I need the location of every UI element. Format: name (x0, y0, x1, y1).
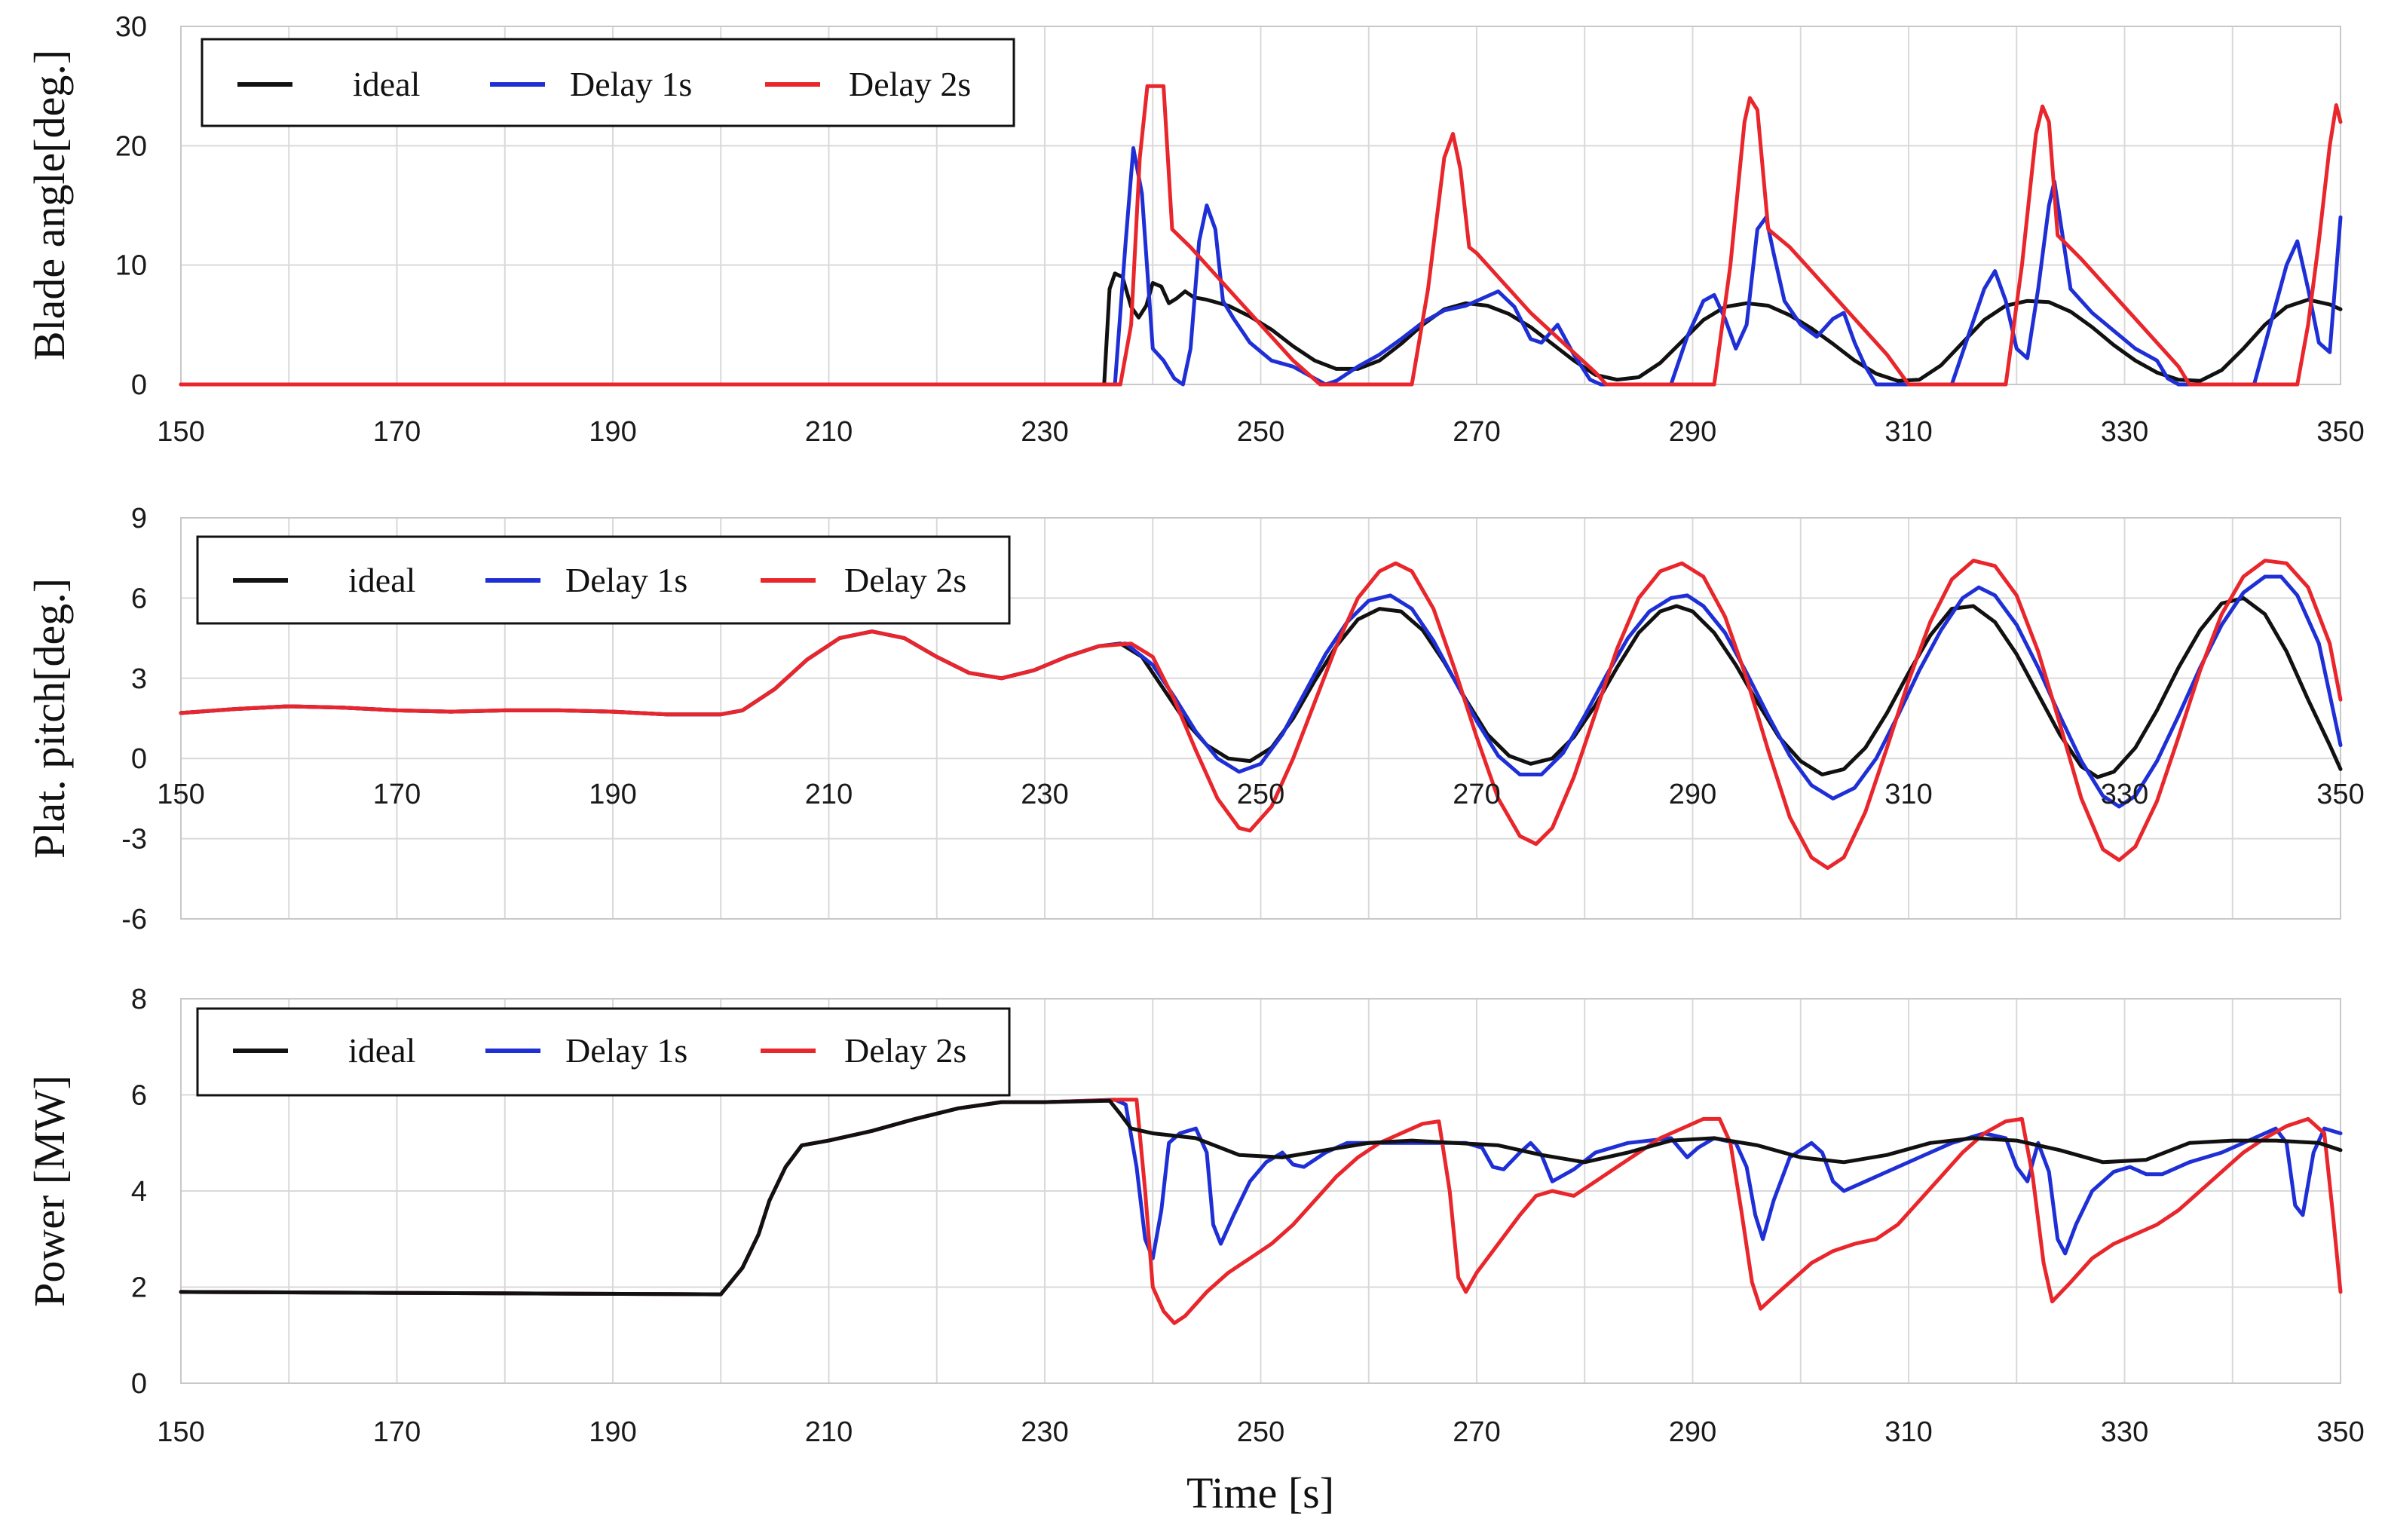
power-x-tick-label: 270 (1453, 1416, 1500, 1448)
pitch-x-tick-label: 170 (373, 779, 421, 810)
pitch-plot-frame (180, 517, 2341, 920)
power-x-tick-label: 170 (373, 1416, 421, 1448)
power-series-delay2 (179, 1098, 2343, 1325)
pitch-legend-label-ideal: ideal (348, 561, 415, 599)
blade-x-tick-label: 270 (1453, 416, 1500, 448)
blade-legend: ideal Delay 1s Delay 2s (201, 38, 1015, 127)
power-legend-box (196, 1007, 1011, 1097)
pitch-x-tick-label: 270 (1453, 779, 1500, 810)
blade-y-tick-label: 0 (131, 369, 147, 401)
power-x-tick-label: 210 (805, 1416, 853, 1448)
power-x-tick-label: 290 (1669, 1416, 1716, 1448)
power-legend-label-ideal: ideal (348, 1031, 415, 1070)
blade-series (179, 84, 2343, 387)
blade-x-tick-label: 350 (2316, 416, 2364, 448)
pitch-y-tick-label: 6 (131, 583, 147, 614)
power-x-tick-label: 150 (157, 1416, 204, 1448)
power-legend-label-delay2: Delay 2s (844, 1031, 966, 1070)
blade-x-ticks: 150 170 190 210 230 250 270 290 310 330 350 (157, 416, 2364, 448)
pitch-y-tick-label: -6 (121, 904, 147, 935)
pitch-legend-label-delay1: Delay 1s (565, 561, 687, 599)
blade-x-tick-label: 250 (1237, 416, 1284, 448)
pitch-y-tick-label: 0 (131, 743, 147, 775)
pitch-legend-label-delay2: Delay 2s (844, 561, 966, 599)
pitch-x-tick-label: 230 (1021, 779, 1068, 810)
pitch-y-tick-label: 3 (131, 663, 147, 695)
power-x-ticks: 150 170 190 210 230 250 270 290 310 330 350 (157, 1416, 2364, 1448)
blade-legend-label-delay2: Delay 2s (849, 65, 971, 103)
blade-y-ticks: 0 10 20 30 (115, 11, 147, 401)
power-x-tick-label: 230 (1021, 1416, 1068, 1448)
pitch-x-tick-label: 150 (157, 779, 204, 810)
power-legend-label-delay1: Delay 1s (565, 1031, 687, 1070)
blade-x-tick-label: 310 (1884, 416, 1932, 448)
power-x-tick-label: 190 (589, 1416, 636, 1448)
pitch-x-tick-label: 210 (805, 779, 853, 810)
blade-x-tick-label: 330 (2101, 416, 2148, 448)
pitch-x-tick-label: 250 (1237, 779, 1284, 810)
blade-legend-box (201, 38, 1015, 127)
power-series (179, 1098, 2343, 1325)
pitch-y-tick-label: -3 (121, 824, 147, 856)
pitch-series-delay2 (179, 559, 2343, 871)
blade-series-ideal (179, 271, 2343, 387)
blade-plot-frame (180, 26, 2341, 385)
blade-y-tick-label: 30 (115, 11, 147, 43)
pitch-y-ticks: -6 -3 0 3 6 9 (121, 503, 147, 935)
power-x-tick-label: 330 (2101, 1416, 2148, 1448)
pitch-x-tick-label: 350 (2316, 779, 2364, 810)
pitch-series (179, 559, 2343, 871)
blade-x-tick-label: 210 (805, 416, 853, 448)
blade-y-tick-label: 10 (115, 250, 147, 282)
pitch-y-tick-label: 9 (131, 503, 147, 534)
blade-legend-label-ideal: ideal (353, 65, 420, 103)
blade-x-tick-label: 230 (1021, 416, 1068, 448)
blade-series-delay2 (179, 84, 2343, 387)
blade-x-tick-label: 190 (589, 416, 636, 448)
power-y-tick-label: 2 (131, 1272, 147, 1304)
blade-y-tick-label: 20 (115, 130, 147, 162)
blade-x-tick-label: 150 (157, 416, 204, 448)
power-y-tick-label: 4 (131, 1176, 147, 1208)
power-x-axis-label: Time [s] (1186, 1468, 1334, 1517)
pitch-x-ticks: 150 170 190 210 230 250 270 290 310 330 350 (157, 779, 2364, 810)
power-y-ticks: 0 2 4 6 8 (131, 984, 147, 1400)
platform-pitch-chart: -6 -3 0 3 6 9 150 170 190 210 230 250 270 290 310 330 3… (25, 503, 2365, 935)
pitch-x-tick-label: 290 (1669, 779, 1716, 810)
power-y-axis-label: Power [MW] (25, 1075, 74, 1307)
power-x-tick-label: 310 (1884, 1416, 1932, 1448)
blade-legend-label-delay1: Delay 1s (570, 65, 692, 103)
pitch-x-tick-label: 330 (2101, 779, 2148, 810)
power-y-tick-label: 0 (131, 1368, 147, 1400)
power-x-tick-label: 250 (1237, 1416, 1284, 1448)
blade-angle-chart: 0 10 20 30 150 170 190 210 230 250 270 290 310 330 35… (25, 11, 2365, 448)
power-legend: ideal Delay 1s Delay 2s (196, 1007, 1011, 1097)
pitch-legend: ideal Delay 1s Delay 2s (196, 535, 1011, 625)
power-series-ideal (179, 1098, 2343, 1297)
pitch-y-axis-label: Plat. pitch[deg.] (25, 578, 74, 859)
pitch-legend-box (196, 535, 1011, 625)
power-plot-frame (180, 998, 2341, 1384)
power-x-tick-label: 350 (2316, 1416, 2364, 1448)
blade-series-delay1 (179, 146, 2343, 387)
power-y-tick-label: 6 (131, 1080, 147, 1112)
power-y-tick-label: 8 (131, 984, 147, 1015)
pitch-x-tick-label: 190 (589, 779, 636, 810)
blade-y-axis-label: Blade angle[deg.] (25, 50, 74, 360)
blade-x-tick-label: 170 (373, 416, 421, 448)
blade-x-tick-label: 290 (1669, 416, 1716, 448)
pitch-x-tick-label: 310 (1884, 779, 1932, 810)
